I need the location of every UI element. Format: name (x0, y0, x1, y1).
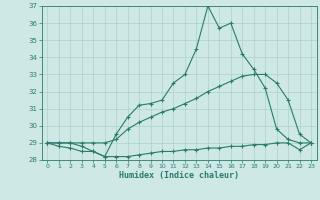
X-axis label: Humidex (Indice chaleur): Humidex (Indice chaleur) (119, 171, 239, 180)
